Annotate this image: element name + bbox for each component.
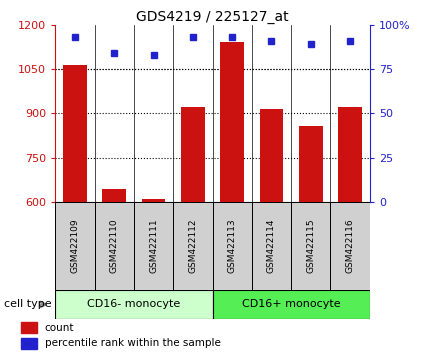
Bar: [142, 199, 165, 202]
Bar: [220, 42, 244, 202]
Bar: [94, 202, 134, 290]
Bar: [181, 107, 204, 202]
Text: GSM422113: GSM422113: [228, 219, 237, 273]
Bar: [55, 290, 212, 319]
Text: CD16+ monocyte: CD16+ monocyte: [242, 299, 340, 309]
Bar: [21, 322, 37, 333]
Text: CD16- monocyte: CD16- monocyte: [87, 299, 181, 309]
Bar: [134, 202, 173, 290]
Bar: [21, 338, 37, 349]
Bar: [299, 126, 323, 202]
Bar: [63, 65, 87, 202]
Bar: [212, 202, 252, 290]
Bar: [331, 202, 370, 290]
Bar: [291, 202, 331, 290]
Text: GSM422111: GSM422111: [149, 219, 158, 273]
Text: cell type: cell type: [4, 299, 52, 309]
Bar: [252, 202, 291, 290]
Bar: [55, 202, 94, 290]
Bar: [102, 189, 126, 202]
Bar: [338, 107, 362, 202]
Text: GSM422115: GSM422115: [306, 219, 315, 273]
Text: GSM422112: GSM422112: [188, 219, 197, 273]
Text: GSM422110: GSM422110: [110, 219, 119, 273]
Text: GSM422116: GSM422116: [346, 219, 354, 273]
Text: count: count: [45, 322, 74, 332]
Bar: [260, 109, 283, 202]
Bar: [212, 290, 370, 319]
Text: percentile rank within the sample: percentile rank within the sample: [45, 338, 221, 348]
Title: GDS4219 / 225127_at: GDS4219 / 225127_at: [136, 10, 289, 24]
Text: GSM422114: GSM422114: [267, 219, 276, 273]
Text: GSM422109: GSM422109: [71, 219, 79, 273]
Bar: [173, 202, 212, 290]
